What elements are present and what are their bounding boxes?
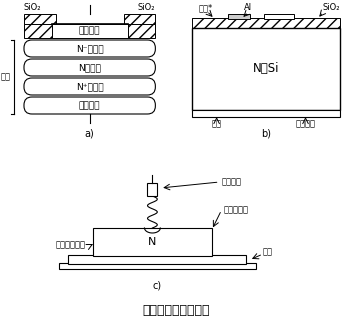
Text: 电极: 电极	[212, 119, 222, 129]
Bar	[192, 110, 340, 117]
Bar	[229, 14, 250, 19]
Bar	[69, 255, 246, 264]
Text: 阳极金属: 阳极金属	[79, 27, 101, 36]
Text: 半导体晶片: 半导体晶片	[223, 206, 248, 215]
Text: SiO₂: SiO₂	[138, 4, 155, 13]
FancyBboxPatch shape	[24, 59, 155, 76]
Text: 金属触针: 金属触针	[222, 178, 242, 187]
Text: b): b)	[261, 128, 271, 138]
Text: 阴极金属: 阴极金属	[79, 101, 101, 110]
Text: 欧姆接触: 欧姆接触	[295, 119, 316, 129]
Bar	[264, 14, 294, 19]
Text: c): c)	[153, 280, 162, 290]
Bar	[128, 24, 155, 38]
Bar	[124, 14, 155, 24]
Text: SiO₂: SiO₂	[323, 4, 340, 13]
FancyBboxPatch shape	[24, 40, 155, 57]
Bar	[52, 24, 128, 38]
Bar	[24, 24, 52, 38]
FancyBboxPatch shape	[24, 78, 155, 95]
Bar	[58, 263, 256, 269]
Bar	[192, 28, 340, 110]
Text: N⁻外延层: N⁻外延层	[76, 44, 103, 53]
Text: 欧姆接触电极: 欧姆接触电极	[56, 240, 86, 249]
Text: 肖特基二极管的结构: 肖特基二极管的结构	[142, 303, 210, 316]
Text: 硅片: 硅片	[0, 72, 10, 82]
Text: N型Si: N型Si	[253, 63, 279, 75]
Bar	[192, 18, 340, 28]
Bar	[148, 183, 157, 196]
Text: N⁺阴极层: N⁺阴极层	[76, 82, 103, 91]
Bar	[93, 228, 212, 256]
Text: a): a)	[85, 128, 95, 138]
Bar	[24, 14, 56, 24]
Text: Al: Al	[244, 4, 252, 13]
Text: SiO₂: SiO₂	[24, 4, 41, 13]
Text: 电极*: 电极*	[199, 4, 213, 13]
Text: N型基片: N型基片	[78, 63, 101, 72]
Text: 支架: 支架	[263, 247, 273, 257]
Text: N: N	[148, 237, 157, 247]
FancyBboxPatch shape	[24, 97, 155, 114]
